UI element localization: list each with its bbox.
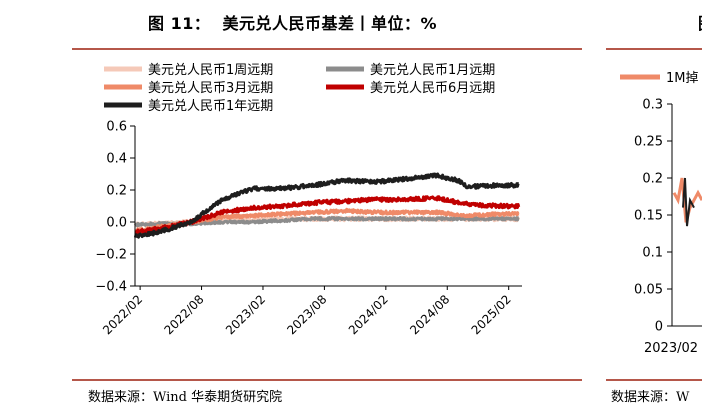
- plot-area-right: [672, 177, 702, 227]
- plot-area: [133, 172, 521, 239]
- x-tick-label: 2022/02: [100, 292, 145, 337]
- x-tick-label: 2023/08: [284, 292, 329, 337]
- legend-right: 1M掉: [620, 71, 699, 86]
- legend-label: 美元兑人民币3月远期: [148, 81, 273, 96]
- x-tick-label: 2023/02: [644, 341, 698, 356]
- legend-label: 1M掉: [666, 71, 699, 86]
- y-tick-label: −0.4: [95, 280, 127, 295]
- y-tick-label: 0.05: [634, 283, 663, 298]
- chart-panel-left: 图 11： 美元兑人民币基差丨单位：% 美元兑人民币1周远期 美元兑人民币1月远期…: [72, 14, 582, 405]
- y-tick-label: 0.15: [634, 209, 663, 224]
- x-axis: 2022/02 2022/08 2023/02 2023/08 2024/02 2024/…: [100, 285, 522, 337]
- y-tick-label: −0.2: [95, 248, 127, 263]
- y-tick-label: 0.4: [106, 152, 127, 167]
- y-tick-label: 0.3: [642, 98, 663, 113]
- bottom-rule: [72, 379, 582, 381]
- bottom-rule-right: [606, 379, 702, 381]
- right-chart: 1M掉 0.3 0.25 0.2 0.15 0.1 0.05 0 2023/02: [620, 71, 702, 356]
- figure-title: 图 11： 美元兑人民币基差丨单位：%: [148, 14, 438, 33]
- x-tick-label: 2025/02: [469, 292, 514, 337]
- overlay-line: [682, 177, 695, 227]
- y-tick-label: 0.25: [634, 135, 663, 150]
- x-tick-label: 2024/02: [346, 292, 391, 337]
- legend-label: 美元兑人民币1年远期: [148, 99, 273, 114]
- x-tick-label: 2022/08: [162, 292, 207, 337]
- y-tick-label: 0.6: [106, 120, 127, 135]
- x-tick-label: 2024/08: [407, 292, 452, 337]
- series-line: [133, 172, 520, 239]
- y-tick-label: 0.1: [642, 246, 663, 261]
- y-tick-label: 0.2: [106, 184, 127, 199]
- chart-panel-right: 图 1M掉 0.3 0.25 0.2 0.15 0.1 0.05 0 2023/02 数据来…: [600, 0, 702, 417]
- y-axis: 0.6 0.4 0.2 0.0 −0.2 −0.4: [95, 120, 136, 295]
- y-tick-label: 0.0: [106, 216, 127, 231]
- y-tick-label: 0.2: [642, 172, 663, 187]
- x-tick-label: 2023/02: [223, 292, 268, 337]
- y-tick-label: 0: [655, 320, 663, 335]
- y-axis-right: 0.3 0.25 0.2 0.15 0.1 0.05 0: [634, 98, 673, 335]
- figure-title-right: 图: [698, 10, 702, 34]
- top-rule: [72, 48, 582, 50]
- top-rule-right: [606, 48, 702, 50]
- source-note: 数据来源：Wind 华泰期货研究院: [88, 390, 283, 405]
- source-note-right: 数据来源：W: [611, 390, 690, 405]
- x-axis-right: 2023/02: [644, 325, 702, 356]
- legend-label: 美元兑人民币6月远期: [370, 81, 495, 96]
- legend-label: 美元兑人民币1月远期: [370, 63, 495, 78]
- legend-label: 美元兑人民币1周远期: [148, 63, 273, 78]
